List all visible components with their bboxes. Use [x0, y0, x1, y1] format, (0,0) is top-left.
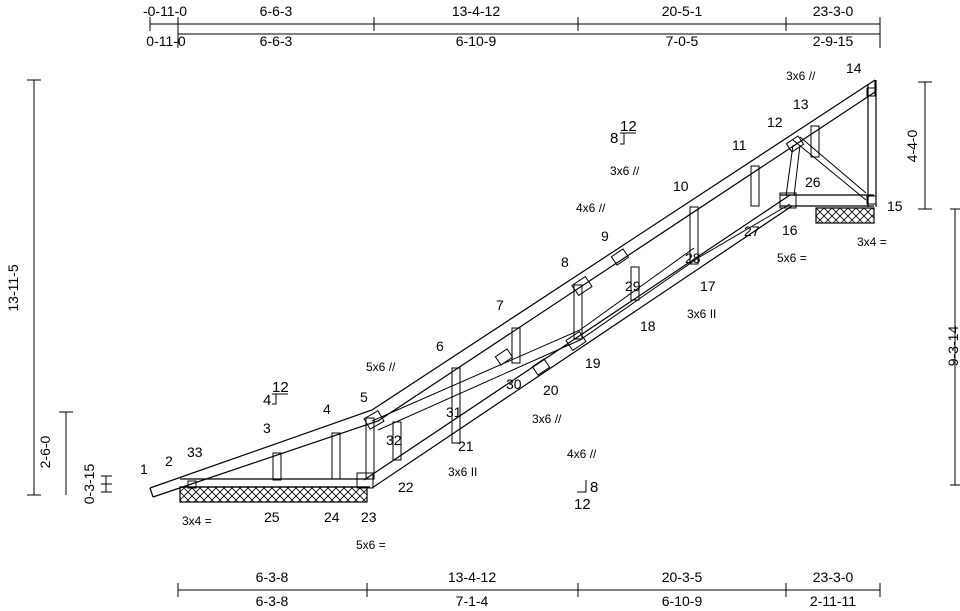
joint-1: 1 [140, 461, 148, 477]
plate-5x6-right: 5x6 = [777, 251, 807, 265]
top-dim-2: 6-6-3 [260, 3, 293, 19]
joint-6: 6 [436, 338, 444, 354]
joint-13: 13 [793, 96, 809, 112]
plate-4x6-center: 4x6 // [567, 447, 597, 461]
joint-5: 5 [360, 389, 368, 405]
top-seg-5: 2-9-15 [813, 33, 854, 49]
plate-5x6-bottom: 5x6 = [356, 538, 386, 552]
pitch-top-left: 12 4 [263, 379, 289, 409]
plate-3x6-top: 3x6 // [786, 69, 816, 83]
bottom-chord-sloped [363, 194, 793, 489]
joint-12: 12 [767, 114, 783, 130]
joint-11: 11 [732, 137, 747, 153]
joint-2: 2 [165, 453, 173, 469]
top-dim-5: 23-3-0 [813, 3, 854, 19]
pitch-run-mid: 8 [610, 130, 618, 147]
joint-33: 33 [187, 444, 203, 460]
joint-24: 24 [324, 509, 340, 525]
right-upper-height: 4-4-0 [904, 129, 920, 162]
plate-3x6-center: 3x6 // [532, 412, 562, 426]
joint-25: 25 [264, 509, 280, 525]
pitch-rise-bottom: 8 [590, 479, 598, 496]
plate-3x6-upper: 3x6 // [610, 164, 640, 178]
bottom-chord-right [780, 194, 874, 207]
pitch-bottom: 8 12 [574, 479, 598, 513]
joint-8: 8 [561, 254, 569, 270]
top-seg-2: 6-6-3 [260, 33, 293, 49]
joint-30: 30 [506, 376, 522, 392]
pitch-run-bottom: 12 [574, 496, 591, 513]
joint-31: 31 [446, 404, 462, 420]
top-seg-1: 0-11-0 [146, 33, 186, 49]
joint-7: 7 [496, 297, 504, 313]
joint-28: 28 [685, 250, 701, 266]
truss-members [149, 79, 877, 498]
joint-16: 16 [782, 222, 798, 238]
joint-19: 19 [585, 355, 601, 371]
joint-15: 15 [887, 198, 903, 214]
bottom-seg-1: 6-3-8 [256, 593, 289, 609]
pitch-run-top: 4 [263, 392, 271, 409]
plate-3x4-right: 3x4 = [857, 235, 887, 249]
left-dimensions: 13-11-5 2-6-0 0-3-15 [5, 79, 112, 505]
joint-23: 23 [361, 509, 377, 525]
joint-10: 10 [673, 178, 689, 194]
top-seg-4: 7-0-5 [666, 33, 699, 49]
bottom-dim-4: 23-3-0 [813, 569, 854, 585]
plate-5x6-upper: 5x6 // [366, 360, 396, 374]
joint-26: 26 [805, 174, 821, 190]
bottom-dim-3: 20-3-5 [662, 569, 703, 585]
bottom-seg-2: 7-1-4 [456, 593, 489, 609]
pitch-rise-top: 12 [272, 379, 289, 396]
plate-labels: 3x6 // 3x6 // 4x6 // 5x6 // 3x4 = 5x6 = … [182, 69, 887, 552]
plate-3x6-lower: 3x6 II [448, 465, 477, 479]
plate-3x4-left: 3x4 = [182, 514, 212, 528]
right-dimensions: 4-4-0 9-3-14 [904, 81, 960, 486]
joint-18: 18 [640, 318, 656, 334]
joint-14: 14 [846, 60, 862, 76]
right-lower-height: 9-3-14 [945, 326, 960, 367]
left-small-height: 0-3-15 [81, 464, 97, 505]
joint-32: 32 [386, 432, 402, 448]
plate-3x6-mid: 3x6 II [687, 307, 716, 321]
bottom-seg-3: 6-10-9 [662, 593, 703, 609]
joint-22: 22 [398, 479, 414, 495]
top-dim-4: 20-5-1 [662, 3, 703, 19]
joint-17: 17 [700, 278, 716, 294]
bottom-dim-1: 6-3-8 [256, 569, 289, 585]
top-chord [149, 79, 876, 498]
top-dim-1: -0-11-0 [143, 3, 187, 19]
top-dimension-bar: -0-11-0 6-6-3 13-4-12 20-5-1 23-3-0 0-11… [143, 3, 881, 49]
left-bearing [179, 486, 368, 503]
joint-4: 4 [323, 401, 331, 417]
top-seg-3: 6-10-9 [456, 33, 497, 49]
joint-29: 29 [625, 278, 641, 294]
left-heel-height: 2-6-0 [37, 435, 53, 468]
joint-21: 21 [458, 438, 474, 454]
top-dim-3: 13-4-12 [452, 3, 500, 19]
joint-27: 27 [744, 223, 760, 239]
joint-3: 3 [263, 420, 271, 436]
plate-4x6-upper: 4x6 // [576, 201, 606, 215]
joint-20: 20 [543, 382, 559, 398]
joint-9: 9 [601, 228, 609, 244]
pitch-mid: 12 8 [610, 118, 637, 147]
bottom-dimension-bar: 6-3-8 13-4-12 20-3-5 23-3-0 6-3-8 7-1-4 … [177, 569, 881, 609]
left-overall-height: 13-11-5 [5, 264, 21, 311]
right-end-post [867, 80, 877, 207]
bottom-seg-4: 2-11-11 [810, 593, 856, 609]
right-bearing [815, 207, 875, 224]
bottom-dim-2: 13-4-12 [448, 569, 496, 585]
joint-labels: 1 2 33 3 4 5 6 7 8 9 10 11 12 13 14 15 1… [140, 60, 903, 525]
pitch-rise-mid: 12 [620, 118, 637, 135]
